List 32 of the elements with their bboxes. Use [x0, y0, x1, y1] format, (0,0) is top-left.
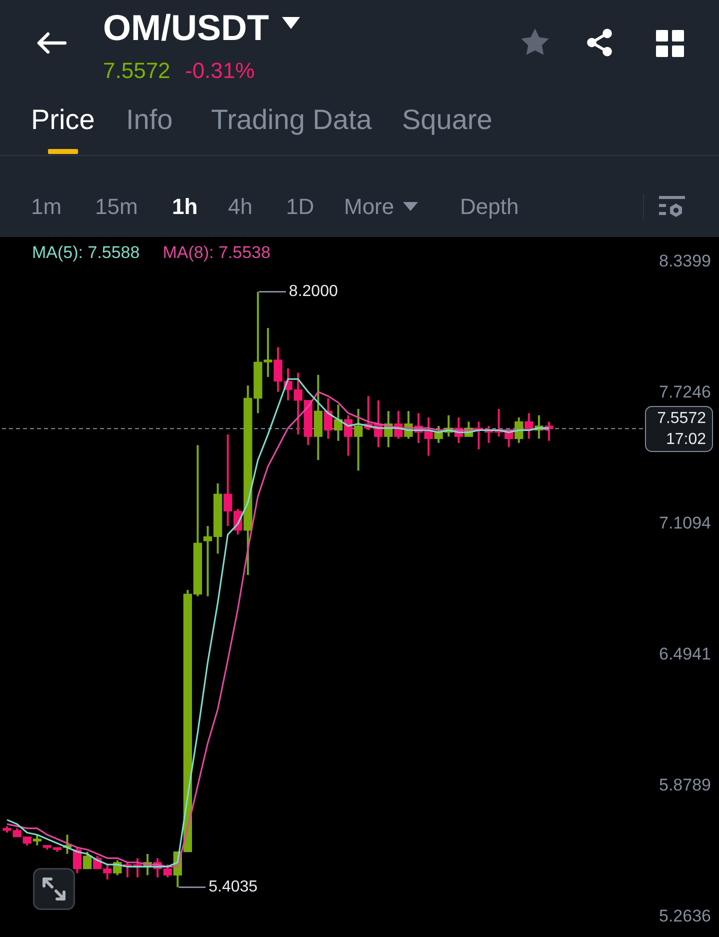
- y-tick-label: 7.1094: [659, 514, 711, 533]
- text: Trading Data: [211, 104, 372, 136]
- text: Square: [402, 104, 492, 136]
- y-tick-label: 5.8789: [659, 776, 711, 795]
- y-tick-label: 5.2636: [659, 906, 711, 926]
- text: 15m: [95, 194, 138, 220]
- text: 1m: [31, 194, 62, 220]
- candlestick: [344, 414, 353, 457]
- ref-line-label: 7.5572: [657, 410, 706, 428]
- text: 17:02: [666, 431, 706, 448]
- candlestick: [82, 850, 92, 870]
- text: Info: [126, 104, 173, 136]
- text: 7.5572: [103, 58, 170, 84]
- text: Depth: [460, 194, 519, 220]
- text: 1h: [172, 194, 198, 220]
- text: Price: [31, 104, 95, 136]
- annotation: 8.2000: [288, 283, 338, 300]
- candlestick: [32, 834, 42, 846]
- text: More: [344, 194, 394, 220]
- y-tick-label: 6.4941: [659, 644, 711, 664]
- y-tick-label: 8.3399: [659, 252, 711, 271]
- candlestick: [324, 397, 333, 440]
- text: MA(5): 7.5588: [32, 243, 140, 263]
- text: MA(8): 7.5538: [162, 243, 270, 263]
- y-tick-label: 7.7246: [659, 382, 711, 402]
- text: 4h: [228, 194, 252, 220]
- text: 1D: [286, 194, 314, 220]
- candlestick: [334, 404, 343, 442]
- text: -0.31%: [185, 58, 255, 84]
- chart-title: OM/USDT: [103, 7, 269, 48]
- candlestick: [354, 408, 363, 472]
- annotation: 5.4035: [208, 878, 258, 896]
